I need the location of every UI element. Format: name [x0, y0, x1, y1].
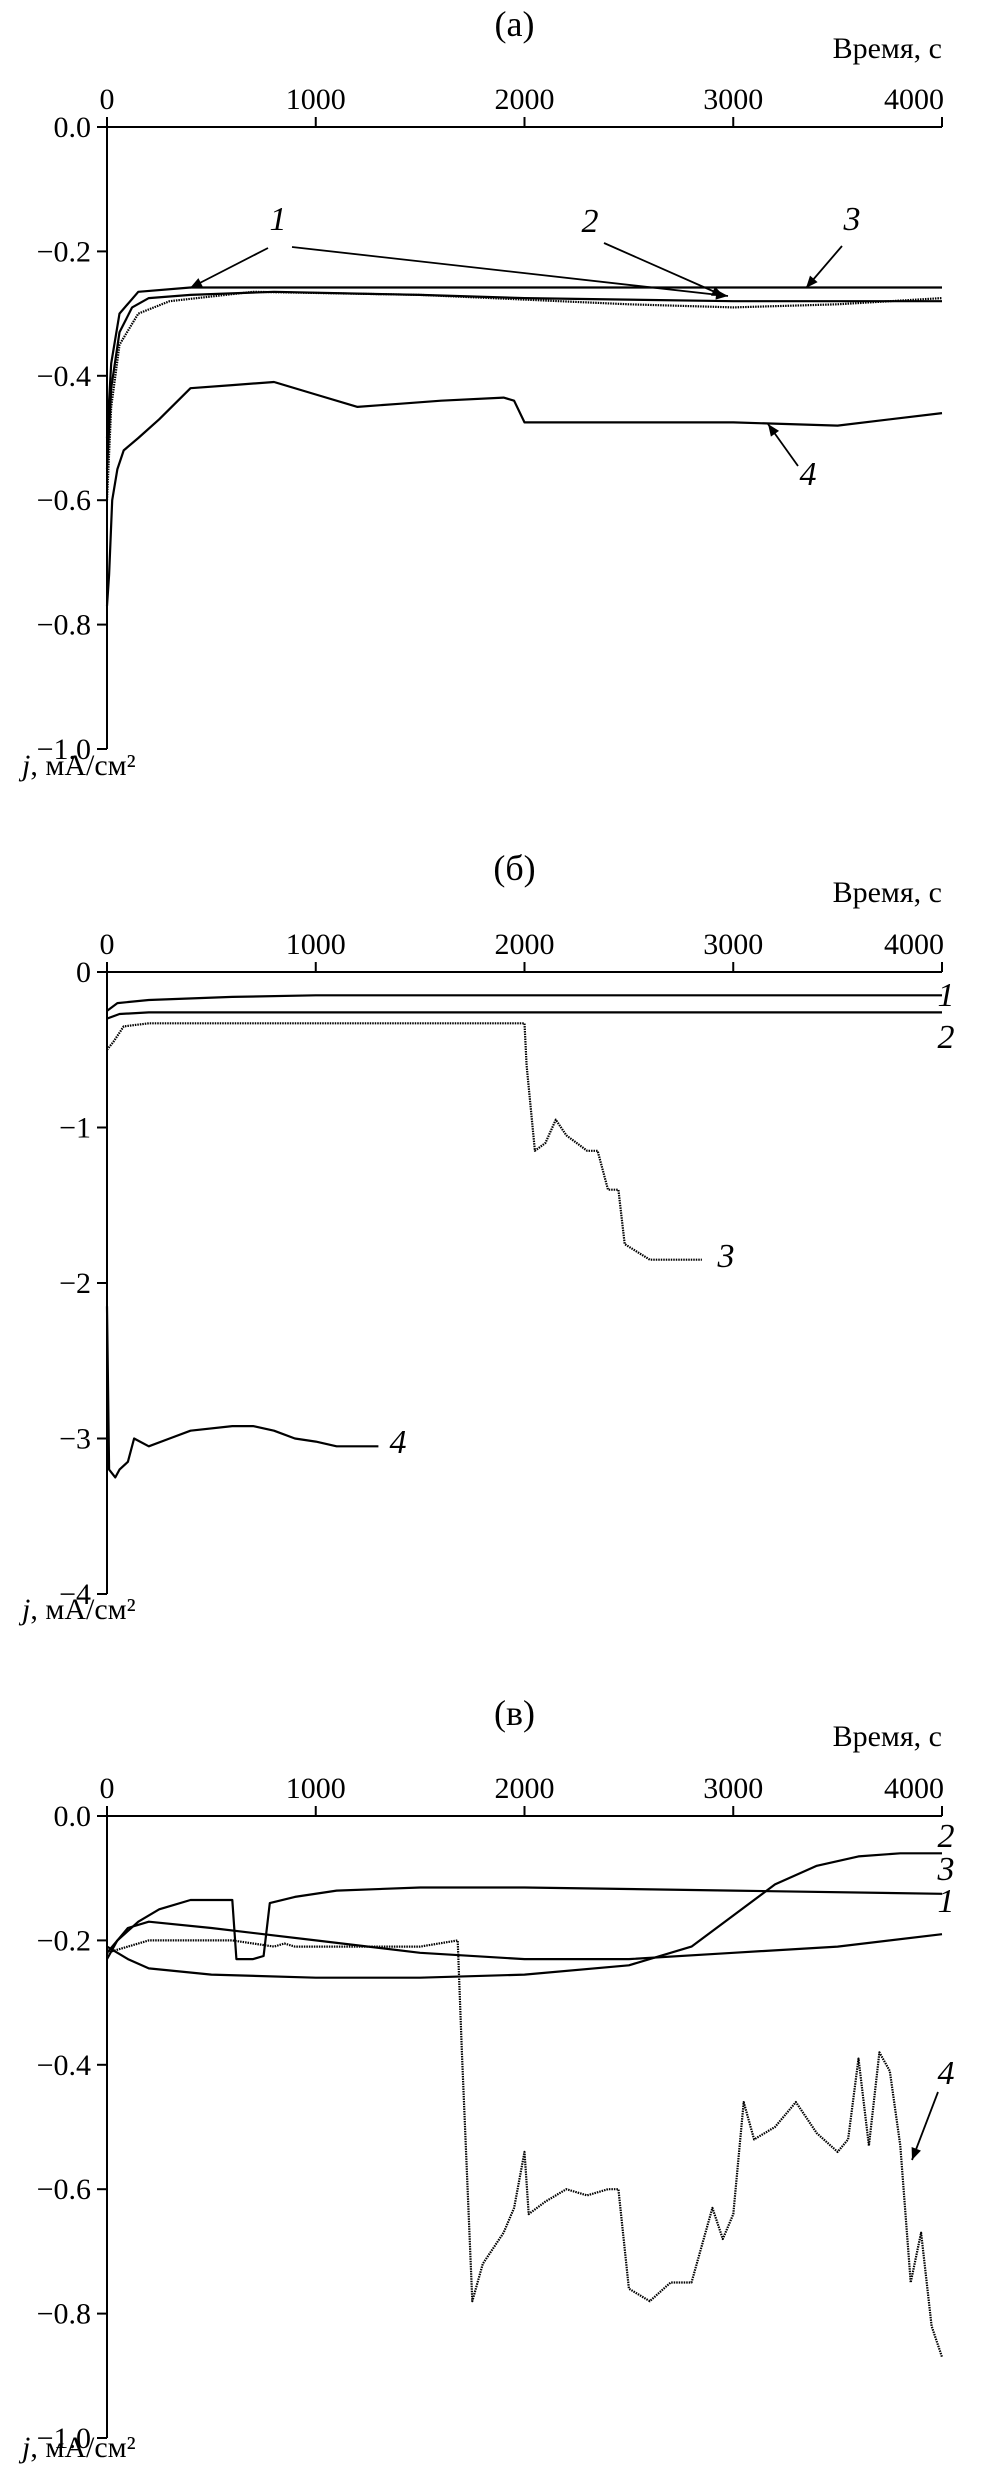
- y-tick-label: −0.8: [37, 609, 91, 642]
- series-2-line: [105, 290, 943, 501]
- chart-panel-2: (б) Время, с 0 1000 2000 3000 4000 0 −1 −2 −3 −4j, …: [18, 848, 955, 1626]
- curve-label: 3: [843, 201, 861, 238]
- y-tick-label: −0.6: [37, 484, 91, 517]
- series-3-line: [105, 286, 942, 439]
- curve-label: 1: [938, 1883, 955, 1920]
- series-4-line: [106, 1939, 944, 2358]
- series-2-line: [106, 1852, 942, 1979]
- series-1-line: [105, 290, 942, 470]
- y-tick-label: −0.2: [37, 1924, 91, 1957]
- x-axis-label: Время, с: [833, 876, 942, 909]
- x-tick-label: 1000: [286, 928, 346, 961]
- y-tick-label: −1: [59, 1112, 91, 1145]
- x-tick-label: 3000: [703, 83, 763, 116]
- curve-label: 1: [270, 201, 287, 238]
- x-axis-label: Время, с: [833, 1720, 942, 1753]
- curve-label: 2: [938, 1818, 955, 1855]
- panel-title: (а): [495, 4, 535, 44]
- y-tick-label: 0: [76, 956, 91, 989]
- x-tick-label: 2000: [495, 928, 555, 961]
- x-tick-label: 3000: [703, 1772, 763, 1805]
- y-tick-label: −0.8: [37, 2298, 91, 2331]
- series-2-line: [106, 1011, 942, 1020]
- series-3-line: [106, 1022, 702, 1261]
- x-axis-label: Время, с: [833, 32, 942, 65]
- x-tick-label: 2000: [495, 1772, 555, 1805]
- leader-arrowhead: [768, 424, 780, 437]
- curve-label: 4: [390, 1424, 407, 1461]
- y-tick-label: −0.6: [37, 2173, 91, 2206]
- leader-line: [291, 246, 729, 297]
- curve-label: 4: [938, 2055, 955, 2092]
- x-tick-label: 0: [100, 1772, 115, 1805]
- panel-title: (б): [493, 848, 535, 888]
- x-tick-label: 4000: [884, 1772, 944, 1805]
- series-1-line: [106, 994, 942, 1012]
- y-tick-label: −4: [59, 1578, 91, 1611]
- leader-arrowhead: [711, 286, 724, 296]
- series-1-line: [106, 1920, 943, 1961]
- y-axis-label: j, мА/см²: [18, 2431, 136, 2464]
- y-tick-label: −1.0: [37, 2422, 91, 2455]
- x-tick-label: 1000: [286, 1772, 346, 1805]
- panel-title: (в): [494, 1693, 535, 1733]
- series-4-line: [105, 380, 943, 606]
- curve-label: 3: [717, 1238, 735, 1275]
- y-tick-label: −0.4: [37, 2049, 91, 2082]
- y-tick-label: −3: [59, 1423, 91, 1456]
- curve-label: 4: [800, 456, 817, 493]
- y-tick-label: −0.4: [37, 360, 91, 393]
- x-tick-label: 4000: [884, 83, 944, 116]
- y-tick-label: −1.0: [37, 733, 91, 766]
- chart-panel-1: (а) Время, с 0 1000 2000 3000 4000 0.0 −0.2 −0.4 −…: [18, 4, 944, 782]
- leader-line: [603, 242, 725, 297]
- leader-arrowhead: [806, 275, 818, 288]
- curve-label: 3: [937, 1851, 955, 1888]
- x-tick-label: 2000: [495, 83, 555, 116]
- curve-label: 1: [938, 977, 955, 1014]
- x-tick-label: 0: [100, 928, 115, 961]
- series-4-line: [105, 1306, 379, 1479]
- y-tick-label: −0.2: [37, 235, 91, 268]
- leader-line: [189, 247, 269, 289]
- curve-label: 2: [938, 1019, 955, 1056]
- x-tick-label: 4000: [884, 928, 944, 961]
- y-tick-label: 0.0: [54, 111, 92, 144]
- y-axis-label: j, мА/см²: [18, 749, 136, 782]
- leader-line: [911, 2091, 939, 2161]
- x-tick-label: 0: [100, 83, 115, 116]
- chart-panel-3: (в) Время, с 0 1000 2000 3000 4000 0.0 −0.2 −0.4 −…: [18, 1693, 955, 2464]
- leader-arrowhead: [190, 278, 203, 288]
- y-tick-label: 0.0: [54, 1800, 92, 1833]
- series-3-line: [106, 1886, 943, 1961]
- y-tick-label: −2: [59, 1267, 91, 1300]
- y-axis-label: j, мА/см²: [18, 1593, 136, 1626]
- leader-arrowhead: [911, 2147, 921, 2160]
- curve-label: 2: [582, 203, 599, 240]
- x-tick-label: 1000: [286, 83, 346, 116]
- x-tick-label: 3000: [703, 928, 763, 961]
